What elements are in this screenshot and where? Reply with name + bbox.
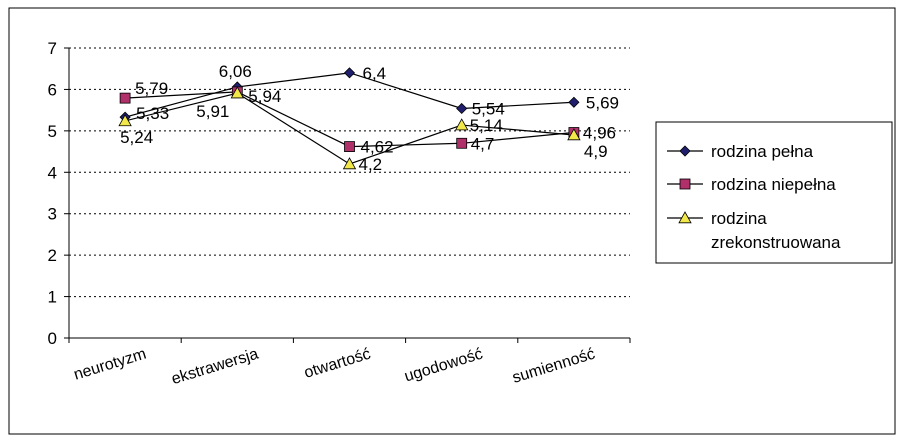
series-3-point	[230, 86, 244, 99]
legend-box	[655, 121, 893, 264]
data-label: 5,91	[196, 102, 229, 121]
legend-marker	[679, 145, 691, 157]
series-3-point	[342, 157, 357, 170]
series-3-point	[567, 128, 581, 141]
data-label: 4,9	[584, 142, 608, 161]
series-3-point	[455, 118, 469, 131]
data-label: 4,62	[361, 138, 394, 157]
data-label: 6,4	[363, 64, 387, 83]
gridlines	[69, 47, 630, 298]
data-label: 5,69	[586, 93, 619, 112]
series-layer	[118, 67, 581, 170]
series-2-point	[344, 141, 355, 153]
legend-label: rodzina niepełna	[711, 175, 836, 194]
y-tick-label: 3	[48, 205, 57, 224]
legend-label: rodzina pełna	[711, 142, 814, 161]
data-label: 4,7	[471, 134, 495, 153]
y-tick-label: 2	[48, 246, 57, 265]
series-3-point	[118, 114, 132, 127]
y-tick-label: 4	[48, 163, 57, 182]
legend-label: rodzina	[711, 209, 767, 228]
y-tick-label: 6	[48, 80, 57, 99]
data-label: 5,79	[135, 79, 168, 98]
y-tick-label: 5	[48, 122, 57, 141]
legend-marker	[678, 211, 692, 224]
legend-label: zrekonstruowana	[711, 233, 841, 252]
y-tick-label: 7	[48, 39, 57, 58]
series-2-point	[456, 137, 468, 149]
data-label: 5,24	[120, 128, 153, 147]
series-1-point	[568, 96, 580, 108]
data-label: 4,96	[583, 124, 616, 143]
data-label: 5,33	[136, 104, 169, 123]
legend: rodzina pełna rodzina niepełna rodzina zrek…	[655, 121, 893, 264]
data-labels: 5,33 6,06 6,4 5,54 5,69 5,79 5,94 4,62 4,7 4,96 5,…	[120, 62, 619, 174]
series-2-point	[119, 92, 131, 104]
data-label: 4,2	[359, 155, 383, 174]
data-label: 5,54	[472, 99, 505, 118]
legend-marker	[679, 178, 691, 190]
data-label: 5,14	[470, 116, 503, 135]
y-tick-label: 0	[48, 329, 57, 348]
data-label: 6,06	[219, 62, 252, 81]
data-label: 5,94	[248, 87, 281, 106]
y-tick-label: 1	[48, 288, 57, 307]
series-1-point	[456, 102, 468, 115]
series-1-point	[343, 67, 356, 79]
